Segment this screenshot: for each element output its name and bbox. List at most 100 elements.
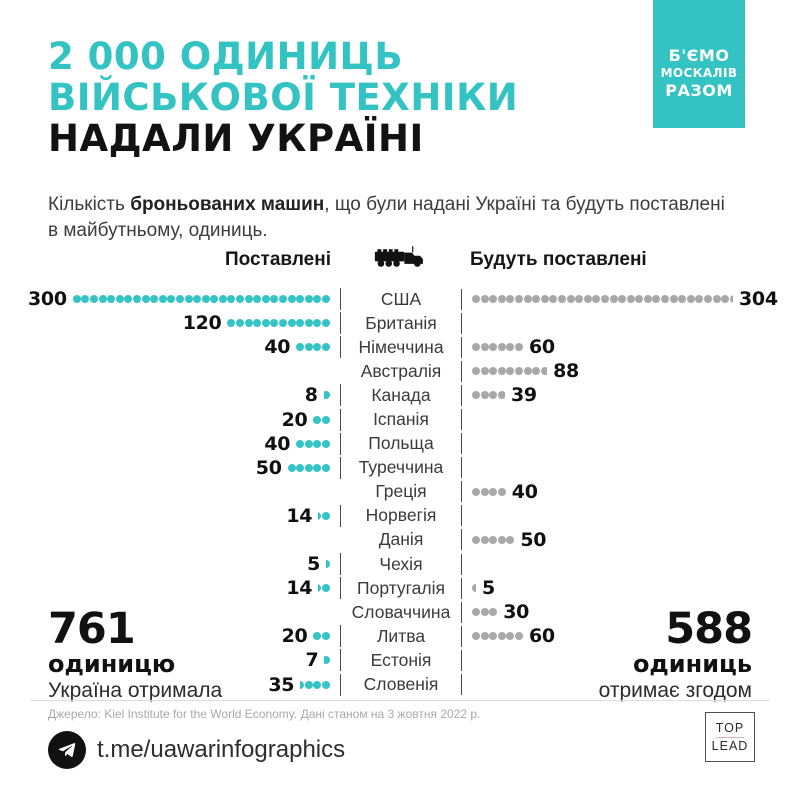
delivered-dots (313, 632, 330, 641)
country-label: США (341, 288, 462, 310)
country-row: 5 Чехія (0, 552, 800, 576)
delivered-column-header: Поставлені (224, 249, 331, 270)
delivered-summary: 761 одиницю Україна отримала (48, 607, 222, 703)
subtitle-bold: броньованих машин (130, 194, 325, 215)
country-label: Туреччина (341, 457, 462, 479)
future-dots (472, 343, 523, 352)
future-dots (472, 584, 476, 593)
delivered-total-unit: одиницю (48, 650, 176, 678)
country-label: Чехія (341, 553, 462, 575)
delivered-cell: 8 (0, 384, 341, 407)
partial-dot (497, 391, 505, 400)
country-row: 40 Німеччина 60 (0, 335, 800, 359)
country-label: Словаччина (341, 601, 462, 623)
country-label: Португалія (341, 577, 462, 599)
toplead-logo-line (716, 736, 744, 738)
country-row: 120 Британія (0, 311, 800, 335)
delivered-cell: 300 (0, 288, 341, 311)
page-title: 2 000 ОДИНИЦЬ ВІЙСЬКОВОЇ ТЕХНІКИ НАДАЛИ … (48, 36, 518, 159)
telegram-icon (48, 731, 86, 769)
future-value: 40 (511, 480, 538, 503)
delivered-cell: 35 (0, 673, 341, 696)
future-dots (472, 632, 523, 641)
partial-dot (729, 295, 733, 304)
delivered-total-caption: Україна отримала (48, 679, 223, 702)
country-row: Словаччина 30 (0, 600, 800, 624)
future-dots (472, 391, 505, 400)
partial-dot (318, 584, 322, 593)
future-cell: 39 (462, 384, 537, 406)
future-dots (472, 608, 498, 617)
subtitle: Кількість броньованих машин, що були над… (48, 192, 740, 244)
future-value: 88 (553, 360, 579, 383)
delivered-cell: 50 (0, 456, 341, 479)
delivered-cell: 5 (0, 553, 341, 576)
delivered-value: 5 (307, 553, 320, 576)
campaign-badge: Б'ЄМО МОСКАЛІВ РАЗОМ (653, 0, 745, 128)
future-cell: 5 (462, 577, 495, 599)
partial-dot (472, 584, 476, 593)
delivered-dots (287, 463, 330, 472)
partial-dot (326, 560, 330, 569)
country-label: Польща (341, 433, 462, 455)
toplead-logo: TOP LEAD (705, 712, 755, 762)
country-row: Греція 40 (0, 480, 800, 504)
subtitle-prefix: Кількість (48, 194, 131, 215)
telegram-link[interactable]: t.me/uawarinfographics (48, 731, 345, 769)
subtitle-rest: , що були надані Україні та будуть поста… (48, 194, 725, 241)
badge-line-2: МОСКАЛІВ (660, 66, 738, 80)
future-cell: 88 (462, 360, 579, 382)
delivered-dots (227, 319, 330, 328)
partial-dot (540, 367, 548, 376)
country-row: 7 Естонія (0, 648, 800, 672)
future-dots (472, 535, 515, 544)
future-cell: 60 (462, 336, 555, 358)
delivered-total: 761 (48, 604, 136, 654)
delivered-dots (324, 656, 330, 665)
future-dots (472, 367, 548, 376)
future-total: 588 (665, 604, 753, 654)
country-row: Австралія 88 (0, 359, 800, 383)
future-cell: 304 (462, 288, 778, 310)
delivered-dots (323, 391, 330, 400)
delivered-cell: 7 (0, 649, 341, 672)
delivered-value: 120 (182, 312, 222, 335)
delivered-cell: 14 (0, 504, 341, 527)
delivered-value: 20 (281, 408, 308, 431)
toplead-logo-bottom: LEAD (711, 738, 749, 753)
country-label: Словенія (341, 674, 462, 696)
future-summary: 588 одиниць отримає згодом (598, 604, 753, 703)
delivered-cell: 120 (0, 312, 341, 335)
title-line-3: НАДАЛИ УКРАЇНІ (48, 117, 424, 160)
delivered-dots (300, 680, 330, 689)
country-row: 14 Португалія 5 (0, 576, 800, 600)
country-label: Данія (341, 529, 462, 551)
future-cell: 60 (462, 625, 555, 647)
country-label: Норвегія (341, 505, 462, 527)
future-total-unit: одиниць (632, 650, 752, 678)
delivered-cell: 40 (0, 432, 341, 455)
future-cell: 30 (462, 601, 529, 623)
title-line-2: ВІЙСЬКОВОЇ ТЕХНІКИ (48, 76, 519, 119)
future-total-caption: отримає згодом (598, 679, 752, 702)
country-label: Іспанія (341, 409, 462, 431)
pictograph-rows: 300 США 304 120 Британія 40 Німеччина 60 Австрал… (0, 287, 800, 697)
future-value: 60 (528, 336, 555, 359)
telegram-handle: t.me/uawarinfographics (97, 736, 346, 763)
future-dots (472, 487, 506, 496)
future-value: 50 (520, 528, 547, 551)
delivered-cell: 20 (0, 408, 341, 431)
country-label: Австралія (341, 360, 462, 382)
delivered-dots (296, 343, 330, 352)
delivered-value: 35 (268, 673, 295, 696)
delivered-value: 50 (255, 456, 282, 479)
country-row: 50 Туреччина (0, 456, 800, 480)
country-row: 40 Польща (0, 432, 800, 456)
country-label: Греція (341, 481, 462, 503)
country-label: Литва (341, 625, 462, 647)
country-row: 20 Іспанія (0, 407, 800, 431)
source-note: Джерело: Kiel Institute for the World Ec… (48, 707, 481, 721)
delivered-dots (296, 439, 330, 448)
future-value: 60 (528, 625, 555, 648)
footer-divider (30, 700, 770, 701)
